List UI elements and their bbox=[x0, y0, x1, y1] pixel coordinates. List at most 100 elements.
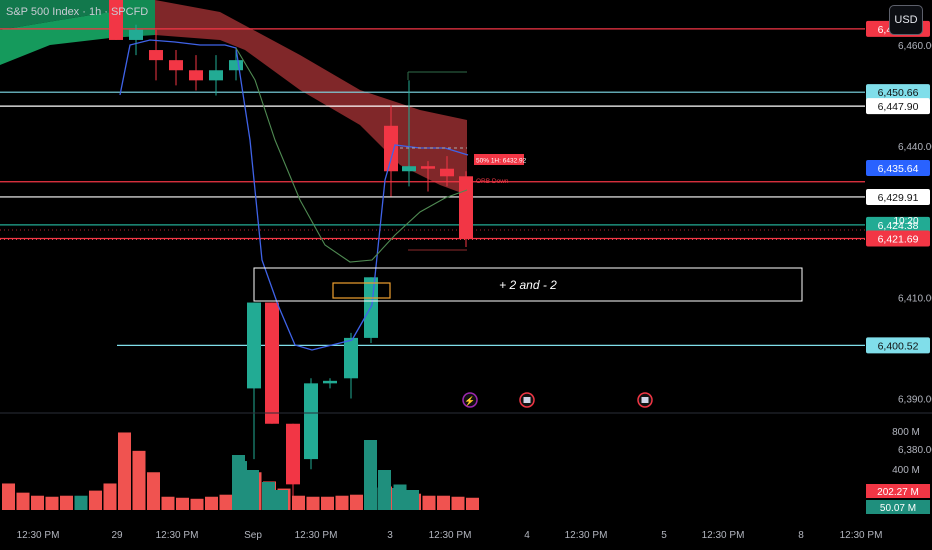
volume-bar bbox=[74, 495, 88, 510]
range-box bbox=[253, 267, 803, 302]
price-tag bbox=[866, 188, 930, 205]
candle-body bbox=[129, 29, 143, 40]
time-tick-label: Sep bbox=[244, 530, 262, 541]
volume-bar bbox=[350, 494, 363, 510]
volume-bar bbox=[103, 483, 117, 510]
time-tick-label: 12:30 PM bbox=[840, 530, 883, 541]
time-tick-label: 12:30 PM bbox=[702, 530, 745, 541]
candle-body bbox=[344, 337, 358, 379]
volume-tag-red bbox=[866, 484, 930, 498]
volume-bar-up bbox=[246, 470, 259, 510]
candle-body bbox=[209, 70, 223, 81]
candle-body bbox=[304, 383, 318, 460]
volume-bar bbox=[176, 497, 189, 510]
price-tick-label: 6,410.00 bbox=[898, 294, 932, 305]
price-tag-label: 6,421.69 bbox=[878, 233, 919, 245]
time-tick-label: 3 bbox=[387, 530, 393, 541]
price-tag-label: 6,429.91 bbox=[878, 192, 919, 204]
lightning-glyph: ⚡ bbox=[464, 395, 475, 407]
time-tick-label: 5 bbox=[661, 530, 667, 541]
candle-body bbox=[459, 176, 473, 239]
price-tag-label: 6,400.52 bbox=[878, 340, 919, 352]
volume-bar bbox=[89, 490, 102, 510]
price-tick-label: 6,440.00 bbox=[898, 142, 932, 153]
time-tick-label: 4 bbox=[524, 530, 530, 541]
volume-tag-label: 202.27 M bbox=[877, 487, 919, 498]
volume-bar bbox=[118, 432, 131, 510]
flag-glyph bbox=[523, 397, 531, 403]
volume-bar bbox=[147, 472, 160, 510]
candle-body bbox=[384, 125, 398, 172]
volume-bar bbox=[190, 498, 204, 510]
candle-body bbox=[189, 70, 203, 81]
candle-body bbox=[421, 166, 435, 169]
volume-bar-up bbox=[364, 440, 377, 510]
volume-bar-up bbox=[392, 488, 405, 510]
time-tick-label: 29 bbox=[111, 530, 123, 541]
volume-bar bbox=[466, 497, 479, 510]
volume-bar bbox=[437, 495, 450, 510]
candle-body bbox=[440, 168, 454, 177]
time-tick-label: 12:30 PM bbox=[295, 530, 338, 541]
volume-bar-up bbox=[378, 470, 391, 510]
volume-bar bbox=[306, 496, 320, 510]
symbol-title: S&P 500 Index · 1h · SPCFD bbox=[6, 6, 149, 18]
volume-bar bbox=[2, 483, 15, 510]
range-box-label: + 2 and - 2 bbox=[499, 278, 557, 292]
time-tick-label: 12:30 PM bbox=[429, 530, 472, 541]
volume-bar bbox=[60, 495, 73, 510]
time-tick-label: 8 bbox=[798, 530, 804, 541]
volume-tick-label: 400 M bbox=[892, 465, 920, 476]
volume-bar bbox=[219, 494, 233, 510]
volume-bar bbox=[16, 492, 30, 510]
volume-bar bbox=[321, 496, 334, 510]
price-tag bbox=[866, 337, 930, 354]
prev-high-tag bbox=[474, 154, 524, 165]
volume-bar-up bbox=[275, 490, 288, 510]
candle-body bbox=[229, 60, 243, 71]
price-tick-label: 6,380.00 bbox=[898, 445, 932, 456]
volume-tag-label: 50.07 M bbox=[880, 503, 916, 514]
prev-high-label: 50% 1H: 6432.92 bbox=[476, 158, 527, 165]
price-tag-label: 6,450.66 bbox=[878, 87, 919, 99]
volume-bar bbox=[451, 496, 465, 510]
candle-body bbox=[169, 60, 183, 71]
price-tag bbox=[866, 230, 930, 247]
price-tag-label: 6,424.38 bbox=[878, 220, 919, 232]
ma-line-blue bbox=[119, 39, 469, 351]
price-tag-label: 6,447.90 bbox=[878, 101, 919, 113]
volume-tick-label: 800 M bbox=[892, 427, 920, 438]
volume-bar-up bbox=[262, 482, 275, 510]
volume-bar bbox=[132, 450, 146, 510]
ma-cloud-green bbox=[0, 0, 110, 30]
price-tag bbox=[866, 84, 930, 101]
price-tick-label: 6,390.00 bbox=[898, 395, 932, 406]
volume-tag-green bbox=[866, 500, 930, 514]
price-tag-label: 6,435.64 bbox=[878, 163, 919, 175]
volume-bar bbox=[31, 495, 44, 510]
time-tick-label: 12:30 PM bbox=[156, 530, 199, 541]
candle-body bbox=[265, 302, 279, 424]
flag-glyph bbox=[641, 397, 649, 403]
volume-bar bbox=[335, 495, 349, 510]
lightning-event-icon bbox=[462, 392, 478, 408]
candle-body bbox=[247, 302, 261, 389]
price-tag bbox=[866, 98, 930, 115]
orb-label: ORB Down bbox=[476, 178, 509, 185]
candle-body bbox=[286, 423, 300, 485]
volume-bar-up bbox=[232, 455, 245, 510]
ma-line-green bbox=[235, 47, 468, 263]
price-tick-label: 6,460.00 bbox=[898, 41, 932, 52]
candle-body bbox=[109, 0, 123, 40]
currency-button[interactable]: USD bbox=[889, 5, 923, 35]
price-tag bbox=[866, 216, 930, 233]
time-tick-label: 12:30 PM bbox=[565, 530, 608, 541]
volume-bar bbox=[422, 495, 436, 510]
volume-bar bbox=[45, 496, 59, 510]
volume-bar-up bbox=[406, 490, 419, 510]
time-tick-label: 12:30 PM bbox=[17, 530, 60, 541]
candle-body bbox=[402, 166, 416, 172]
volume-bar bbox=[292, 495, 305, 510]
countdown-label: 10:20 bbox=[893, 216, 918, 227]
